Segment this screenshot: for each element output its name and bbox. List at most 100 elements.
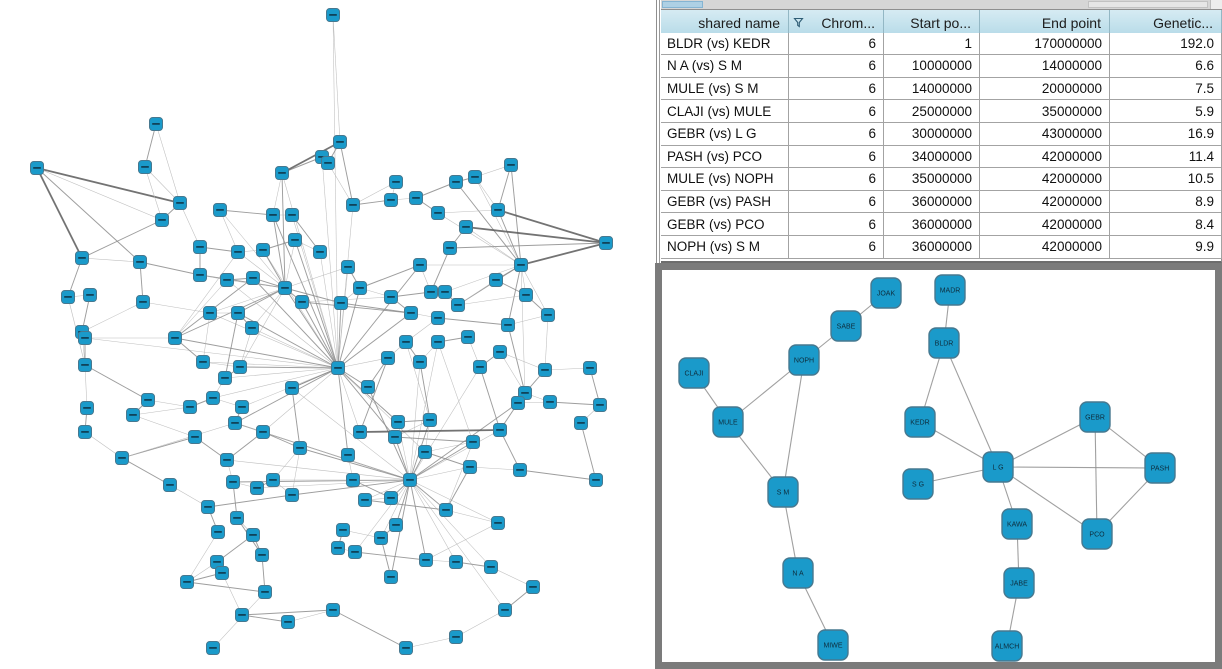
network-node[interactable] [353, 281, 367, 295]
network-node[interactable] [443, 241, 457, 255]
network-node[interactable] [409, 191, 423, 205]
network-node[interactable] [201, 500, 215, 514]
network-node[interactable] [459, 220, 473, 234]
network-node-sabe[interactable]: SABE [830, 310, 862, 342]
network-node[interactable] [278, 281, 292, 295]
network-node[interactable] [334, 296, 348, 310]
table-cell-shared-name[interactable]: CLAJI (vs) MULE [661, 100, 789, 123]
network-node[interactable] [218, 371, 232, 385]
table-cell[interactable]: 8.9 [1110, 190, 1222, 214]
table-cell[interactable]: 7.5 [1110, 77, 1222, 101]
network-node[interactable] [196, 355, 210, 369]
network-node[interactable] [213, 203, 227, 217]
table-cell[interactable]: 6.6 [1110, 55, 1222, 78]
network-node[interactable] [358, 493, 372, 507]
network-node[interactable] [228, 416, 242, 430]
network-node[interactable] [333, 135, 347, 149]
network-node[interactable] [275, 166, 289, 180]
network-node[interactable] [75, 251, 89, 265]
network-node-gebr[interactable]: GEBR [1079, 401, 1111, 433]
header-cell-4[interactable]: Genetic... [1110, 10, 1222, 36]
network-node[interactable] [206, 391, 220, 405]
table-cell-shared-name[interactable]: GEBR (vs) L G [661, 122, 789, 146]
table-cell[interactable]: 42000000 [980, 145, 1110, 169]
table-cell[interactable]: 6 [789, 213, 884, 236]
network-node[interactable] [193, 268, 207, 282]
table-cell[interactable]: 10.5 [1110, 168, 1222, 191]
table-cell[interactable]: 42000000 [980, 190, 1110, 214]
network-node-jabe[interactable]: JABE [1003, 567, 1035, 599]
network-node[interactable] [431, 206, 445, 220]
table-cell[interactable]: 6 [789, 122, 884, 146]
network-node[interactable] [348, 545, 362, 559]
network-node[interactable] [78, 331, 92, 345]
network-node[interactable] [235, 608, 249, 622]
network-node[interactable] [250, 481, 264, 495]
network-node[interactable] [461, 330, 475, 344]
table-cell[interactable]: 42000000 [980, 235, 1110, 259]
network-node[interactable] [115, 451, 129, 465]
network-node-pco[interactable]: PCO [1081, 518, 1113, 550]
network-node[interactable] [183, 400, 197, 414]
table-cell[interactable]: 30000000 [884, 122, 980, 146]
network-node[interactable] [285, 208, 299, 222]
network-node[interactable] [353, 425, 367, 439]
network-node[interactable] [256, 243, 270, 257]
network-node[interactable] [513, 463, 527, 477]
network-node[interactable] [451, 298, 465, 312]
network-node[interactable] [589, 473, 603, 487]
network-node[interactable] [220, 273, 234, 287]
network-node[interactable] [403, 473, 417, 487]
network-node[interactable] [468, 170, 482, 184]
network-node[interactable] [384, 290, 398, 304]
table-cell-shared-name[interactable]: MULE (vs) S M [661, 77, 789, 101]
table-cell[interactable]: 1 [884, 32, 980, 56]
network-node[interactable] [593, 398, 607, 412]
network-node[interactable] [246, 528, 260, 542]
network-node[interactable] [501, 318, 515, 332]
small-network-canvas[interactable]: JOAK MADR SABE BLDR NOPH CLAJI KEDR GEBR MULE L G… [662, 270, 1215, 662]
table-cell-shared-name[interactable]: GEBR (vs) PCO [661, 213, 789, 236]
network-node-kedr[interactable]: KEDR [904, 406, 936, 438]
network-node-claji[interactable]: CLAJI [678, 357, 710, 389]
network-node[interactable] [341, 260, 355, 274]
table-cell-shared-name[interactable]: BLDR (vs) KEDR [661, 32, 789, 56]
table-cell[interactable]: 42000000 [980, 213, 1110, 236]
network-node[interactable] [136, 295, 150, 309]
network-node[interactable] [313, 245, 327, 259]
network-node-noph[interactable]: NOPH [788, 344, 820, 376]
network-node[interactable] [599, 236, 613, 250]
network-node-l-g[interactable]: L G [982, 451, 1014, 483]
table-cell[interactable]: 192.0 [1110, 32, 1222, 56]
network-node[interactable] [418, 445, 432, 459]
network-node[interactable] [424, 285, 438, 299]
network-node[interactable] [281, 615, 295, 629]
table-cell[interactable]: 5.9 [1110, 100, 1222, 123]
table-cell[interactable]: 9.9 [1110, 235, 1222, 259]
table-cell[interactable]: 36000000 [884, 235, 980, 259]
network-node[interactable] [519, 288, 533, 302]
network-node[interactable] [484, 560, 498, 574]
network-node[interactable] [231, 306, 245, 320]
table-cell[interactable]: 6 [789, 145, 884, 169]
network-node[interactable] [346, 473, 360, 487]
table-cell-shared-name[interactable]: NOPH (vs) S M [661, 235, 789, 259]
table-cell[interactable]: 6 [789, 77, 884, 101]
network-node[interactable] [399, 641, 413, 655]
network-node[interactable] [336, 523, 350, 537]
table-cell[interactable]: 6 [789, 55, 884, 78]
network-node[interactable] [233, 360, 247, 374]
network-node-n-a[interactable]: N A [782, 557, 814, 589]
table-cell-shared-name[interactable]: MULE (vs) NOPH [661, 168, 789, 191]
network-node[interactable] [491, 516, 505, 530]
network-node[interactable] [295, 295, 309, 309]
network-node[interactable] [78, 425, 92, 439]
network-node[interactable] [215, 566, 229, 580]
network-node-pash[interactable]: PASH [1144, 452, 1176, 484]
network-node[interactable] [413, 258, 427, 272]
network-node[interactable] [381, 351, 395, 365]
network-node[interactable] [188, 430, 202, 444]
table-cell[interactable]: 170000000 [980, 32, 1110, 56]
table-cell[interactable]: 14000000 [980, 55, 1110, 78]
network-node[interactable] [489, 273, 503, 287]
